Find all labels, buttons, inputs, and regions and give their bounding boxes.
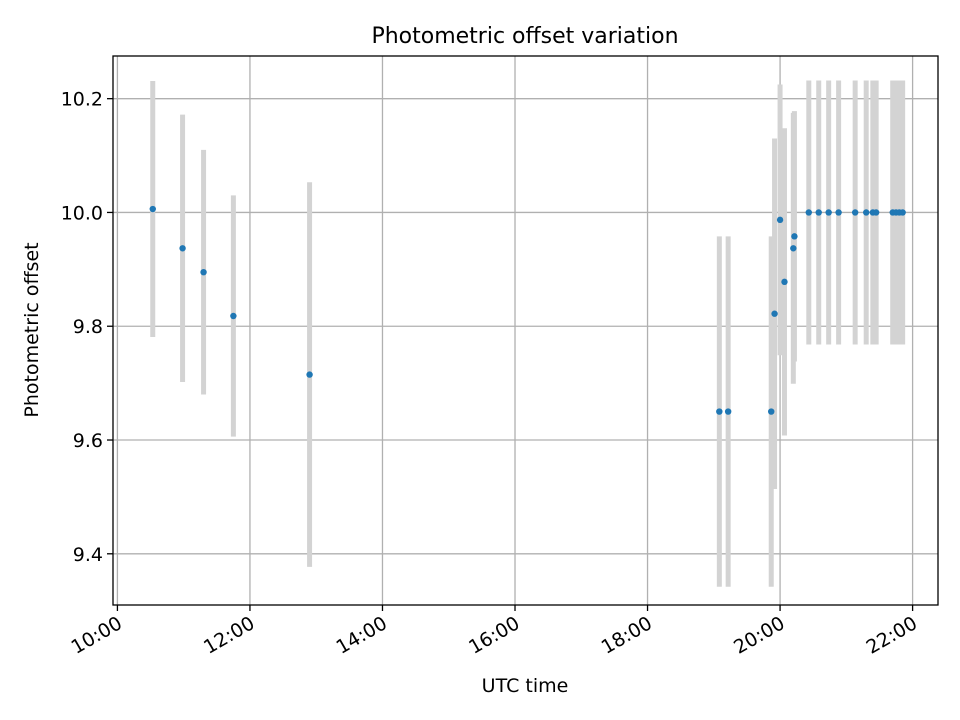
x-axis-label: UTC time [482,675,569,697]
data-point [781,278,788,286]
data-point [179,245,186,252]
data-point [815,209,822,216]
y-tick-label: 9.8 [73,316,103,338]
data-point [899,209,906,216]
data-point [716,408,723,415]
y-tick-label: 9.4 [73,544,103,566]
data-point [791,233,798,240]
data-point [863,209,870,216]
data-point [771,310,778,317]
data-points [149,205,906,415]
data-point [790,245,797,252]
y-tick-label: 9.6 [73,430,103,452]
data-point [306,371,313,378]
data-point [200,268,207,276]
y-tick-label: 10.0 [61,202,103,224]
plot-frame [112,55,939,606]
chart-title: Photometric offset variation [371,24,678,49]
data-point [835,209,842,216]
data-point [872,209,880,216]
data-point [149,205,156,213]
data-point [768,408,775,415]
data-point [776,216,784,224]
data-point [724,408,732,415]
data-point [851,209,859,216]
y-tick-label: 10.2 [61,89,103,111]
y-axis-label: Photometric offset [21,242,43,417]
data-point [230,312,237,320]
data-point [825,209,832,216]
data-point [805,209,812,216]
y-axis-ticks: 9.4 9.6 9.8 10.0 10.2 [61,89,113,566]
